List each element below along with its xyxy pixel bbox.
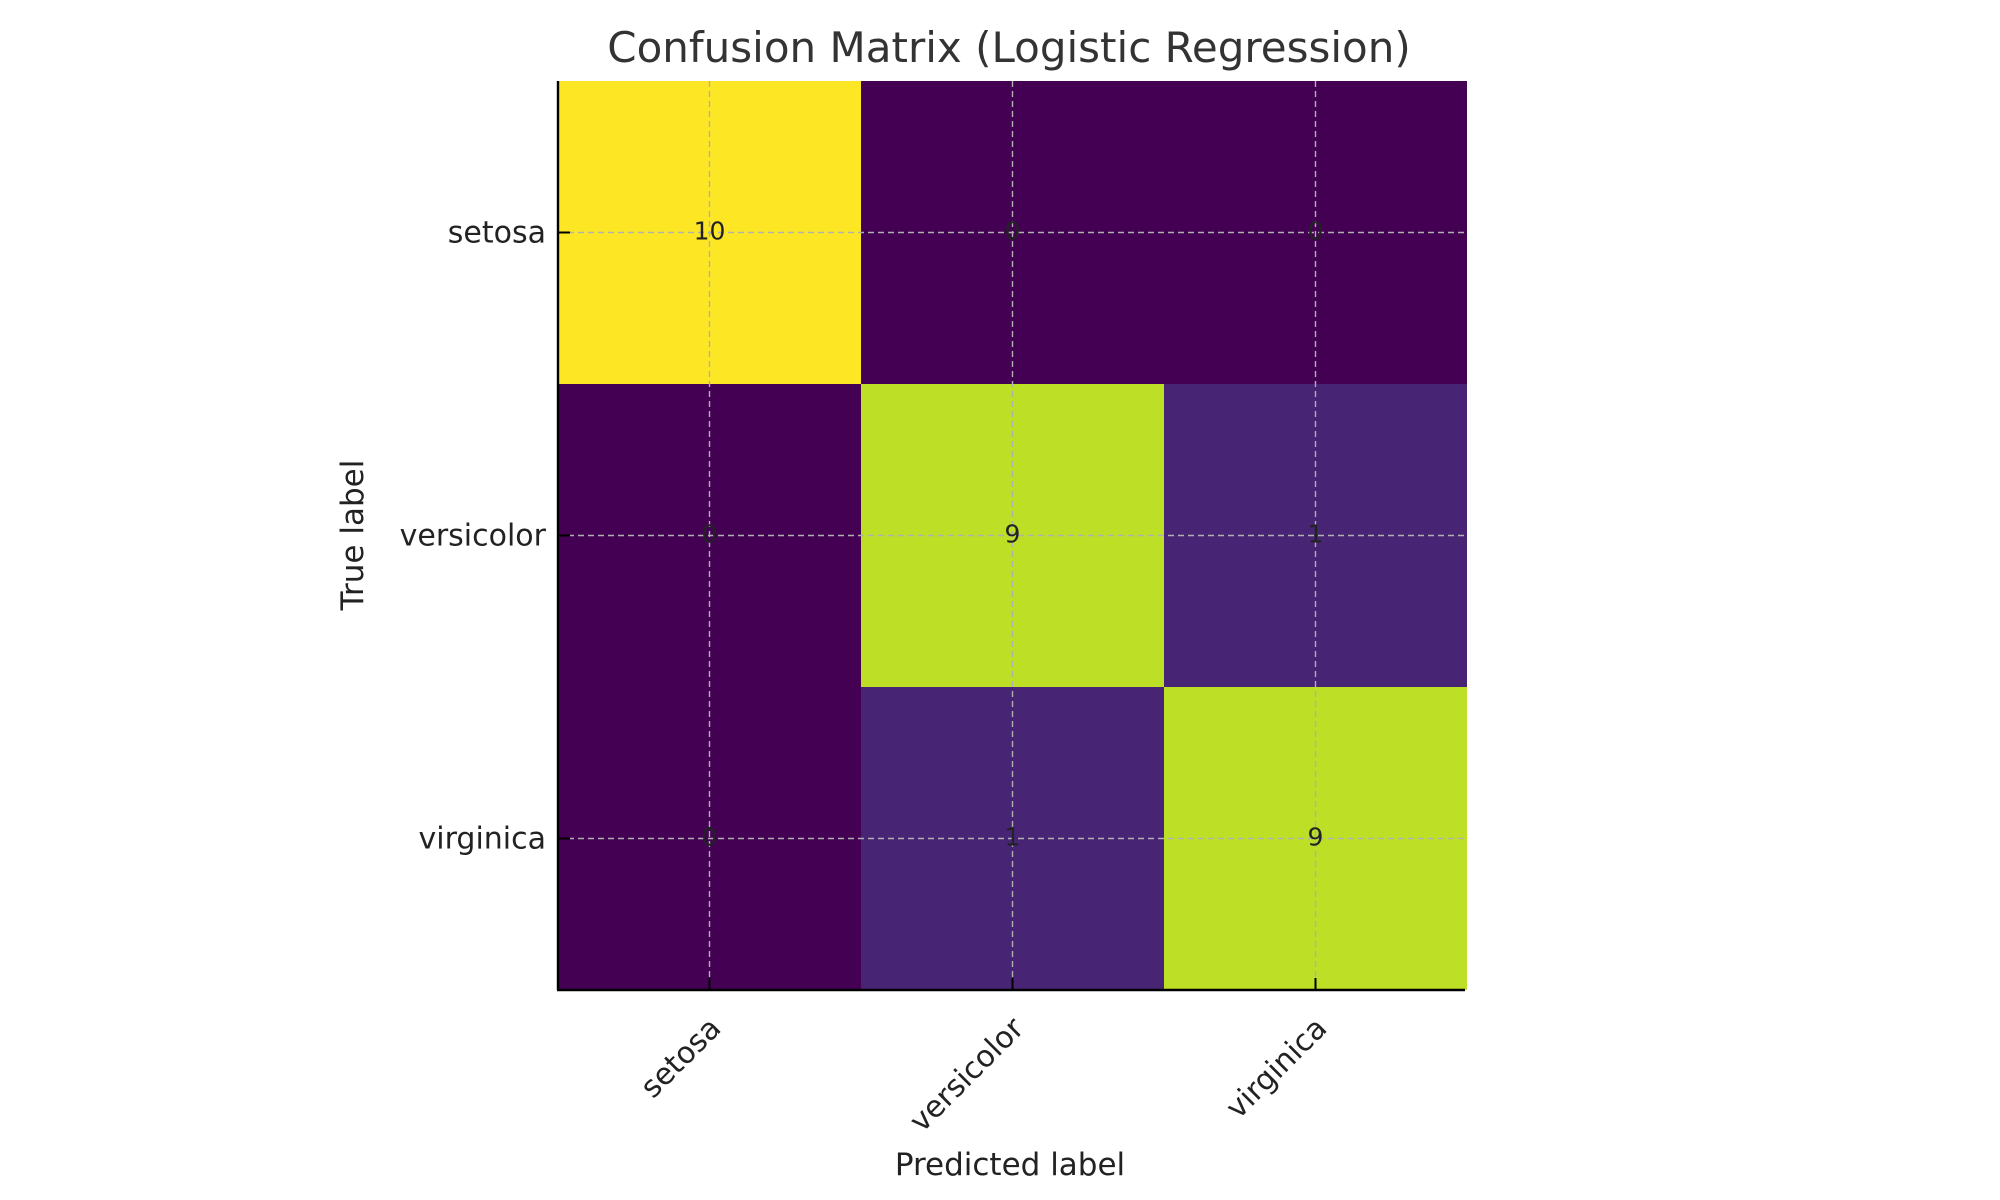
- y-axis-ticks: setosa versicolor virginica: [400, 216, 570, 857]
- y-axis-label: True label: [335, 460, 371, 612]
- cell-value-label-versicolor-virginica: 1: [1308, 520, 1324, 549]
- cell-value-label-versicolor-versicolor: 9: [1005, 520, 1021, 549]
- y-tick-label-virginica: virginica: [419, 822, 547, 857]
- heatmap-cell-virginica-virginica: [1164, 687, 1467, 990]
- cell-value-labels: 10 0 00 9 10 1 9: [694, 217, 1324, 852]
- cell-value-label-virginica-setosa: 0: [702, 823, 718, 852]
- cell-value-label-virginica-virginica: 9: [1308, 823, 1324, 852]
- cell-value-label-setosa-setosa: 10: [694, 217, 726, 246]
- gridlines: [558, 81, 1467, 990]
- cell-value-label-versicolor-setosa: 0: [702, 520, 718, 549]
- x-tick-label-setosa: setosa: [634, 1011, 728, 1105]
- cell-value-label-virginica-versicolor: 1: [1005, 823, 1021, 852]
- x-axis-label: Predicted label: [895, 1147, 1125, 1183]
- x-axis-ticks: setosa versicolor virginica: [634, 978, 1334, 1139]
- y-tick-label-versicolor: versicolor: [400, 519, 547, 554]
- y-tick-label-setosa: setosa: [448, 216, 546, 251]
- x-tick-label-versicolor: versicolor: [903, 1010, 1032, 1139]
- cell-value-label-setosa-virginica: 0: [1308, 217, 1324, 246]
- x-tick-label-virginica: virginica: [1219, 1011, 1334, 1126]
- cell-value-label-setosa-versicolor: 0: [1005, 217, 1021, 246]
- chart-title: Confusion Matrix (Logistic Regression): [607, 23, 1411, 72]
